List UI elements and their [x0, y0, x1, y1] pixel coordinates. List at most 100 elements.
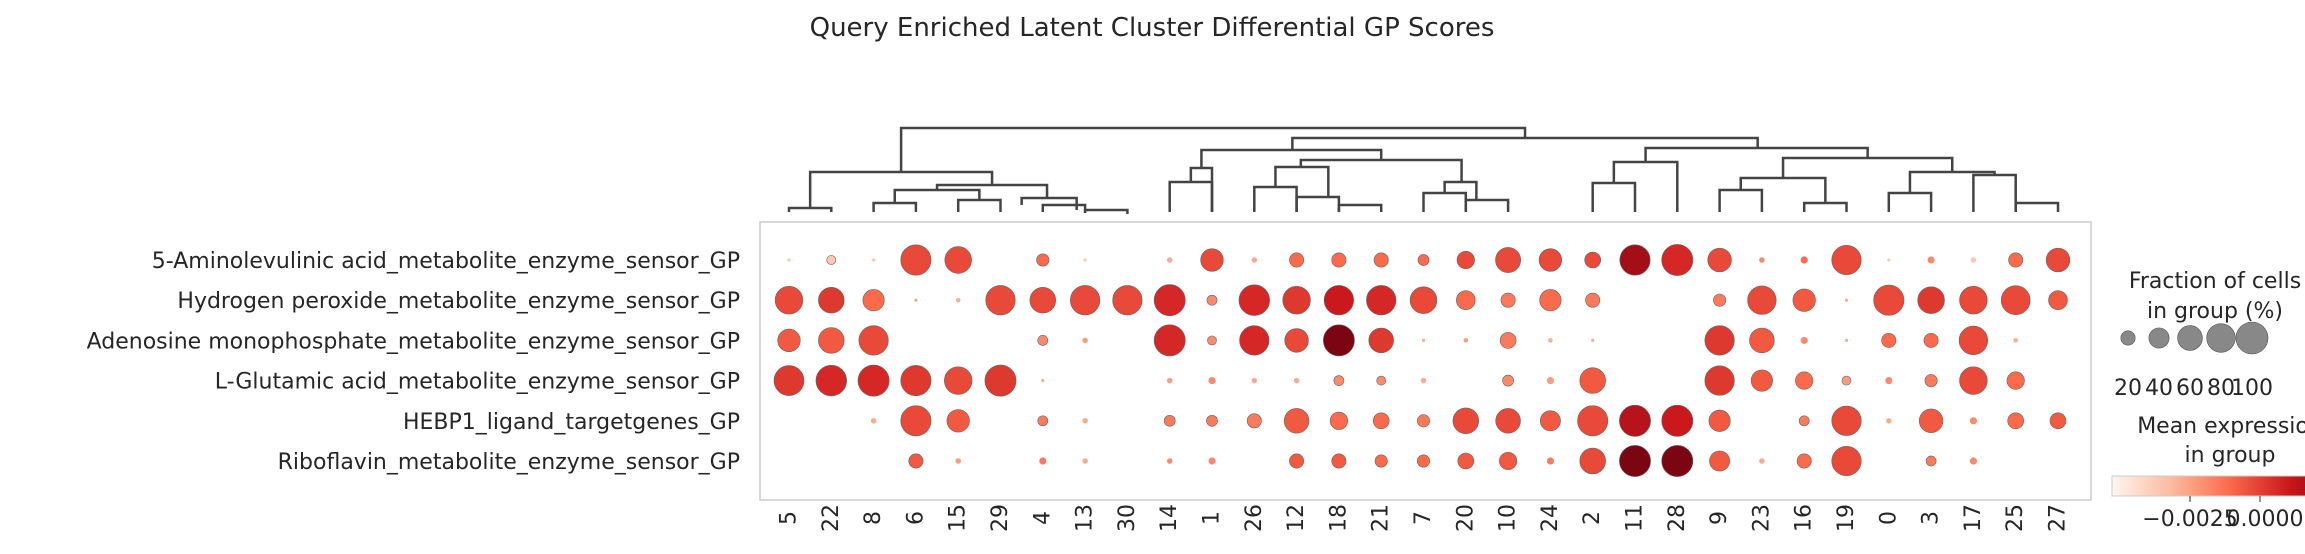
column-label-27: 27	[2046, 504, 2071, 532]
dot-r4-c11	[1619, 404, 1651, 437]
column-label-20: 20	[1453, 504, 1478, 532]
dot-r2-c0	[1881, 332, 1897, 348]
column-label-11: 11	[1623, 504, 1648, 532]
dot-r4-c13	[1082, 418, 1088, 424]
dot-r2-c1	[1207, 335, 1217, 346]
dot-r3-c4	[1041, 379, 1045, 383]
dendro-link-3	[1041, 203, 1087, 212]
chart-title: Query Enriched Latent Cluster Differenti…	[810, 13, 1495, 43]
column-label-4: 4	[1030, 511, 1055, 525]
dot-r1-c8	[862, 289, 885, 312]
dot-r5-c6	[908, 453, 924, 469]
row-label-4: HEBP1_ligand_targetgenes_GP	[403, 410, 740, 435]
dot-r5-c20	[1457, 452, 1475, 470]
dot-r3-c14	[1166, 377, 1173, 384]
dot-r0-c25	[2008, 252, 2024, 268]
size-legend-dot-60	[2177, 325, 2203, 351]
color-legend-bar	[2111, 475, 2305, 497]
dendro-link-16	[2014, 201, 2060, 212]
dot-r0-c21	[1373, 252, 1389, 268]
column-label-8: 8	[861, 511, 886, 525]
dot-r3-c26	[1251, 377, 1258, 384]
dendro-merge-5	[1274, 165, 1330, 197]
column-dendrogram	[787, 126, 2060, 214]
dendro-merge-4	[1189, 166, 1214, 212]
column-label-7: 7	[1411, 511, 1436, 525]
dot-r5-c18	[1331, 453, 1347, 469]
dot-r0-c19	[1831, 244, 1862, 276]
dot-r2-c24	[1548, 338, 1553, 343]
dot-r1-c27	[2048, 290, 2068, 310]
dot-r1-c0	[1873, 284, 1905, 316]
dot-r4-c3	[1918, 408, 1944, 433]
size-legend-label-20: 20	[2114, 376, 2142, 401]
dot-r3-c2	[1579, 367, 1606, 394]
dendro-link-13	[1802, 201, 1848, 212]
dot-r4-c18	[1329, 411, 1348, 430]
dot-r4-c14	[1163, 414, 1176, 427]
dot-r1-c18	[1323, 285, 1354, 316]
dot-r5-c15	[955, 458, 961, 464]
dot-r2-c26	[1239, 325, 1270, 356]
dot-r0-c8	[872, 258, 876, 262]
dot-r0-c5	[787, 258, 791, 262]
column-label-23: 23	[1749, 504, 1774, 532]
dendro-merge-2	[935, 183, 1049, 198]
size-legend: Fraction of cells in group (%) 20 40 60 801…	[2114, 269, 2301, 401]
dot-r1-c1	[1206, 294, 1218, 306]
column-label-30: 30	[1115, 504, 1140, 532]
column-label-25: 25	[2003, 504, 2028, 532]
dot-r1-c19	[1844, 298, 1849, 302]
size-legend-title-1: Fraction of cells	[2129, 269, 2301, 294]
dot-r4-c8	[870, 418, 877, 424]
dot-r2-c20	[1463, 338, 1469, 343]
column-labels: 5 22 8 6 15 29 4 13 30 14 1 26 12 18 21 7 20 10 24 2 11 28 9 23…	[777, 504, 2071, 532]
size-legend-dot-80	[2206, 323, 2236, 353]
column-label-3: 3	[1919, 511, 1944, 525]
dot-r5-c16	[1796, 453, 1812, 469]
dot-r3-c8	[857, 364, 890, 397]
dendro-link-9	[1422, 191, 1468, 212]
dot-r1-c30	[1112, 285, 1143, 316]
dot-r1-c6	[914, 298, 918, 302]
dendro-merge-15	[899, 126, 1527, 172]
dots-layer	[773, 244, 2071, 477]
dot-r2-c21	[1368, 327, 1394, 354]
dot-r3-c10	[1502, 374, 1514, 387]
dot-r2-c23	[1749, 327, 1775, 354]
color-legend: Mean expression in group −0.0025 0.0000	[2111, 414, 2305, 532]
dendro-link-12	[1718, 188, 1764, 212]
dot-r5-c28	[1661, 445, 1694, 477]
column-label-10: 10	[1496, 504, 1521, 532]
dot-r1-c4	[1029, 287, 1057, 314]
dendro-link-4	[1083, 208, 1129, 214]
dot-r4-c2	[1577, 405, 1609, 437]
row-label-0: 5-Aminolevulinic acid_metabolite_enzyme_…	[152, 249, 740, 274]
dot-r1-c29	[985, 285, 1016, 316]
dot-r0-c3	[1927, 256, 1935, 264]
dot-r5-c9	[1709, 450, 1731, 472]
size-legend-dot-40	[2148, 327, 2170, 349]
dot-r3-c0	[1885, 377, 1893, 385]
dot-r5-c11	[1619, 445, 1651, 477]
dot-r2-c22	[818, 327, 845, 354]
dot-r0-c28	[1661, 244, 1694, 276]
dot-r5-c1	[1208, 457, 1216, 465]
dot-r1-c2	[1585, 292, 1601, 308]
dot-r3-c1	[1208, 377, 1216, 385]
dot-r4-c10	[1495, 408, 1521, 434]
column-label-13: 13	[1073, 504, 1098, 532]
dendro-merge-9	[1612, 160, 1679, 212]
dot-r2-c13	[1082, 337, 1088, 344]
dot-r0-c14	[1166, 257, 1173, 263]
dot-r1-c14	[1153, 284, 1186, 317]
dot-r5-c23	[1759, 458, 1765, 464]
dot-r1-c21	[1366, 285, 1397, 316]
dendro-link-15	[1972, 173, 2017, 212]
column-label-6: 6	[903, 511, 928, 525]
dot-r2-c19	[1844, 338, 1849, 342]
column-label-16: 16	[1792, 504, 1817, 532]
dot-r0-c12	[1289, 252, 1305, 268]
dot-r2-c2	[1591, 338, 1595, 342]
dot-r0-c11	[1619, 244, 1651, 276]
